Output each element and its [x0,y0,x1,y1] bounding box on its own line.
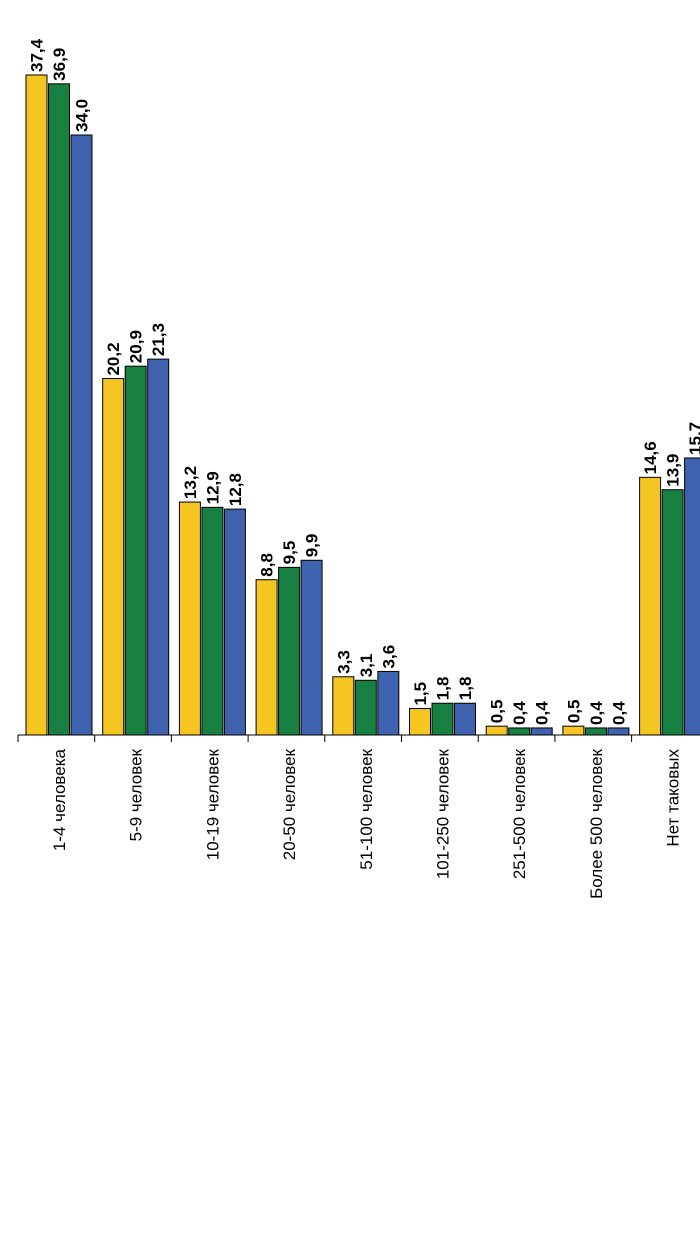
bar-3-2 [147,358,170,736]
x-axis [17,734,700,742]
value-labels-layer: 37,4 36,934,020,2 20,9 21,313,2 12,9 12,88,89… [28,38,700,725]
bar-2-3 [201,506,224,736]
bar-2-1 [48,83,70,736]
bar-2-5 [354,679,377,736]
category-label-2: 5-9 человек [127,748,146,841]
bar-3-7 [530,727,553,736]
value-label-3-8: 0,4 [609,701,628,725]
bar-1-5 [332,676,355,736]
category-label-6: 101-250 человек [434,748,453,879]
value-label-2-1: 36,9 [50,48,69,81]
bar-1-4 [255,579,278,736]
value-label-2-3: 12,9 [203,471,222,504]
value-label-2-7: 0,4 [510,701,529,725]
bar-2-8 [584,727,607,736]
bar-1-8 [562,725,585,736]
value-label-3-2: 21,3 [149,323,168,356]
value-label-3-9: 15,7 [686,422,700,455]
category-label-9: Нет таковых [664,749,683,847]
value-label-1-3: 13,2 [181,466,200,499]
value-label-1-6: 1,5 [411,682,430,706]
category-label-8: Более 500 человек [587,748,606,898]
value-label-1-8: 0,5 [564,700,583,724]
bar-1-9 [639,476,662,736]
value-label-1-4: 8,8 [258,553,277,577]
value-label-1-5: 3,3 [334,650,353,674]
bar-3-6 [454,702,476,736]
value-label-2-6: 1,8 [434,677,453,701]
bar-3-3 [223,508,246,736]
category-labels-layer: 1-4 человека 5-9 человек 10-19 человек 20-5… [50,748,683,898]
bar-3-5 [377,670,400,736]
value-label-1-7: 0,5 [488,700,507,724]
value-label-2-9: 13,9 [664,454,683,487]
bar-1-3 [178,501,201,736]
bar-3-4 [300,559,323,736]
value-label-3-1: 34,0 [73,99,92,132]
value-label-1-2: 20,2 [104,342,123,375]
value-label-3-3: 12,8 [226,473,245,506]
bar-2-7 [508,727,531,736]
value-label-2-4: 9,5 [280,541,299,565]
bar-2-4 [278,566,301,736]
value-label-1-9: 14,6 [641,441,660,474]
value-label-2-8: 0,4 [587,701,606,725]
category-label-3: 10-19 человек [203,748,222,860]
bar-1-6 [409,708,431,736]
value-label-2-2: 20,9 [127,330,146,363]
category-label-1: 1-4 человека [50,748,69,851]
bar-1-1 [25,74,48,736]
bar-3-9 [684,457,700,736]
bar-3-1 [70,134,93,736]
value-label-3-4: 9,9 [303,534,322,558]
bar-1-2 [102,378,125,736]
value-label-3-5: 3,6 [379,645,398,669]
bar-2-6 [431,702,454,736]
category-label-7: 251-500 человек [510,748,529,879]
value-label-3-7: 0,4 [533,701,552,725]
value-label-3-6: 1,8 [456,677,475,701]
value-label-2-5: 3,1 [357,654,376,678]
bar-2-2 [124,365,147,736]
bar-1-7 [485,725,508,736]
category-label-4: 20-50 человек [280,748,299,860]
bar-2-9 [661,489,684,736]
bar-3-8 [607,727,630,736]
bars-layer [25,74,700,736]
category-label-5: 51-100 человек [357,748,376,869]
value-label-1-1: 37,4 [28,38,47,72]
